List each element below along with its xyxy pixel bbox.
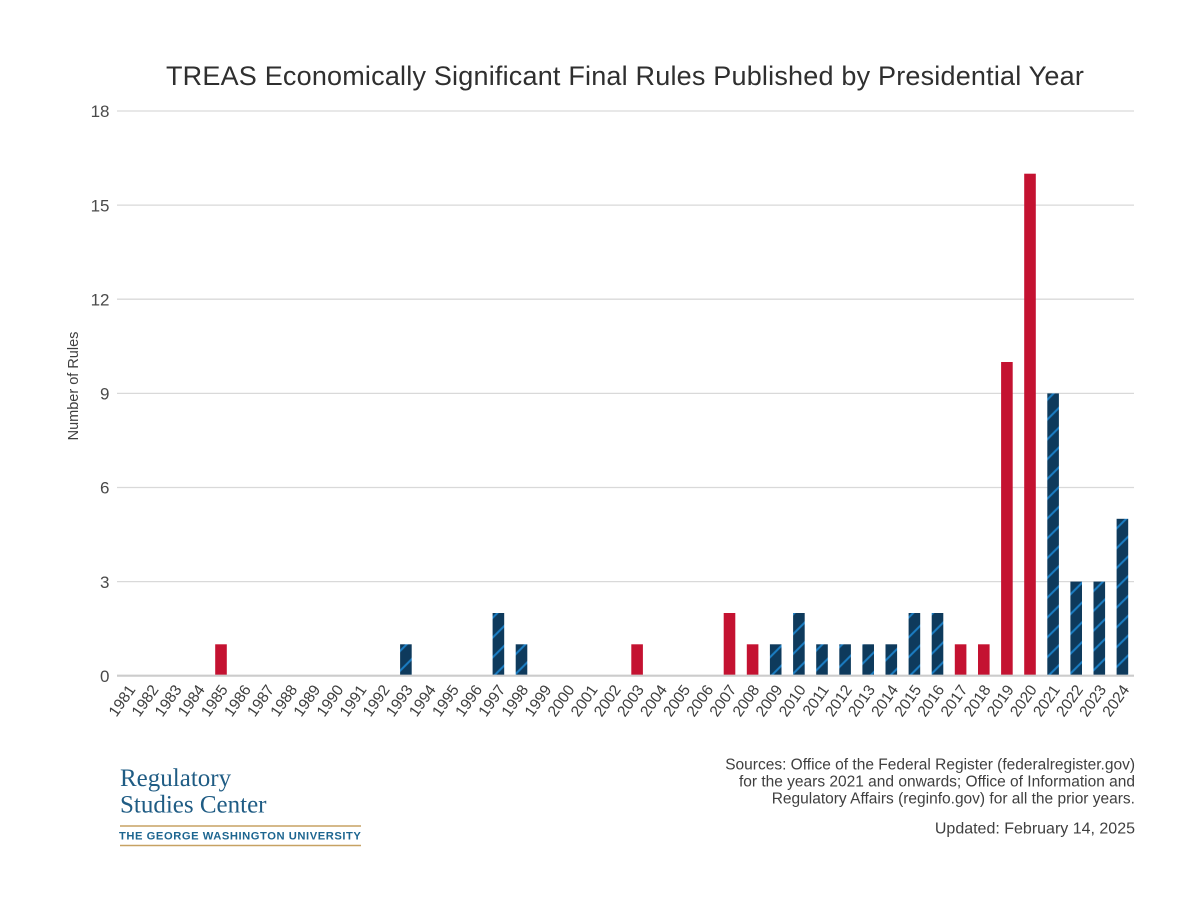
svg-text:0: 0 (100, 667, 109, 686)
svg-text:15: 15 (91, 196, 110, 215)
svg-text:Regulatory: Regulatory (120, 765, 232, 792)
svg-text:9: 9 (100, 385, 109, 404)
svg-text:THE GEORGE WASHINGTON UNIVERSI: THE GEORGE WASHINGTON UNIVERSITY (119, 831, 361, 843)
svg-text:3: 3 (100, 573, 109, 592)
svg-text:Regulatory Affairs (reginfo.go: Regulatory Affairs (reginfo.gov) for all… (772, 791, 1135, 808)
svg-text:Studies Center: Studies Center (120, 792, 267, 819)
svg-text:Sources: Office of the Federal: Sources: Office of the Federal Register … (725, 757, 1135, 774)
svg-text:12: 12 (91, 290, 110, 309)
svg-text:18: 18 (91, 102, 110, 121)
svg-text:TREAS Economically Significant: TREAS Economically Significant Final Rul… (166, 61, 1084, 91)
svg-text:for the years 2021 and onwards: for the years 2021 and onwards; Office o… (739, 774, 1135, 791)
svg-text:Number of Rules: Number of Rules (66, 332, 82, 441)
svg-text:6: 6 (100, 479, 109, 498)
svg-text:Updated: February 14, 2025: Updated: February 14, 2025 (935, 821, 1135, 838)
